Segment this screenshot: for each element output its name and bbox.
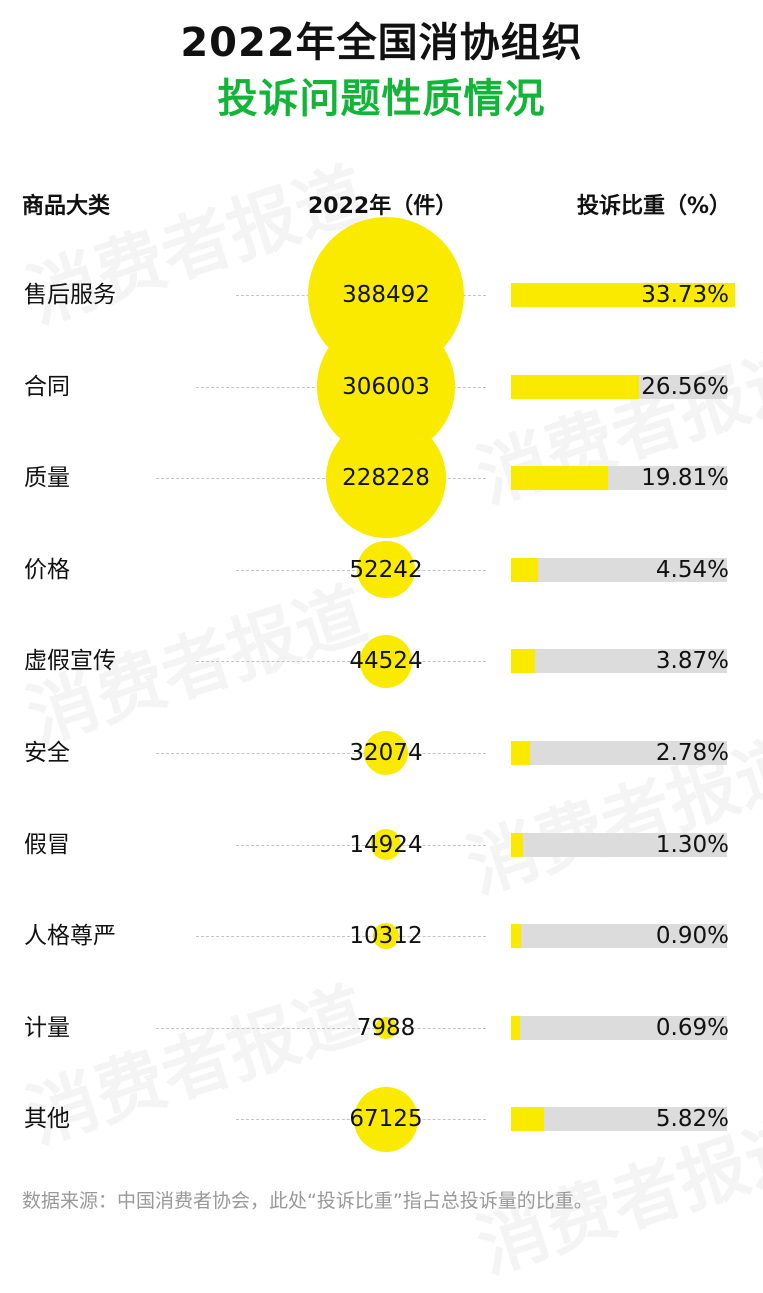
share-bar-track <box>511 466 727 491</box>
count-label: 228228 <box>342 465 430 492</box>
count-label: 10312 <box>349 923 423 950</box>
share-bar-fill <box>511 374 640 399</box>
category-label: 价格 <box>24 556 70 583</box>
count-bubble <box>373 923 399 949</box>
count-label: 7988 <box>356 1014 416 1041</box>
share-bar-fill <box>511 557 538 582</box>
count-bubble <box>363 730 409 776</box>
count-bubble <box>353 1086 419 1152</box>
share-bar-fill <box>511 1107 544 1132</box>
share-bar-fill <box>511 832 523 857</box>
share-bar-track <box>511 557 727 582</box>
share-label: 4.54% <box>655 556 729 583</box>
category-label: 合同 <box>24 373 70 400</box>
share-bar-fill <box>511 924 522 949</box>
share-label: 3.87% <box>655 648 729 675</box>
share-bar-track <box>511 741 727 765</box>
count-label: 52242 <box>349 556 423 583</box>
share-label: 0.69% <box>655 1014 729 1041</box>
header-category: 商品大类 <box>22 194 111 219</box>
guide-line <box>236 844 486 846</box>
guide-line <box>156 753 486 754</box>
category-label: 人格尊严 <box>24 923 116 950</box>
share-bar-fill <box>511 1015 521 1040</box>
header-share: 投诉比重（%） <box>576 194 731 219</box>
share-label: 1.30% <box>655 831 729 858</box>
category-label: 安全 <box>24 740 70 766</box>
header-count: 2022年（件） <box>308 194 458 219</box>
chart-subtitle: 投诉问题性质情况 <box>217 76 546 122</box>
category-label: 计量 <box>24 1014 70 1041</box>
share-bar-track <box>511 1015 727 1040</box>
share-bar-track <box>511 1107 727 1132</box>
share-label: 2.78% <box>655 740 729 766</box>
share-label: 19.81% <box>641 465 729 492</box>
category-label: 质量 <box>24 465 70 492</box>
share-bar-fill <box>511 283 735 307</box>
share-bar-track <box>511 924 727 949</box>
share-bar-fill <box>511 466 609 491</box>
share-bar-fill <box>511 741 530 765</box>
category-label: 假冒 <box>24 831 70 858</box>
share-bar-track <box>511 283 735 307</box>
count-bubble <box>359 634 413 688</box>
count-bubble <box>374 1016 398 1039</box>
count-bubble <box>326 418 446 538</box>
share-label: 33.73% <box>641 282 729 308</box>
share-bar-track <box>511 649 727 674</box>
category-label: 其他 <box>24 1106 70 1133</box>
share-label: 0.90% <box>655 923 729 950</box>
category-label: 售后服务 <box>24 282 116 308</box>
guide-line <box>196 661 486 663</box>
source-note: 数据来源：中国消费者协会，此处“投诉比重”指占总投诉量的比重。 <box>22 1190 593 1212</box>
count-label: 44524 <box>349 648 423 675</box>
count-bubble <box>370 829 402 860</box>
guide-line <box>156 478 486 480</box>
share-label: 5.82% <box>655 1106 729 1133</box>
share-bar-track <box>511 832 727 857</box>
guide-line <box>156 1027 486 1029</box>
share-bar-track <box>511 374 727 399</box>
count-label: 388492 <box>342 282 430 308</box>
count-label: 67125 <box>349 1106 423 1133</box>
chart-title: 2022年全国消协组织 <box>180 20 583 66</box>
count-bubble <box>357 541 415 599</box>
count-label: 32074 <box>349 740 423 766</box>
share-bar-fill <box>511 649 535 674</box>
category-label: 虚假宣传 <box>24 648 116 675</box>
count-label: 306003 <box>342 373 430 400</box>
count-label: 14924 <box>349 831 423 858</box>
chart-rows: 售后服务 388492 33.73% 合同 306003 26.56% 质量 228228 19… <box>24 217 735 1152</box>
guide-line <box>196 936 486 938</box>
share-label: 26.56% <box>641 373 729 400</box>
